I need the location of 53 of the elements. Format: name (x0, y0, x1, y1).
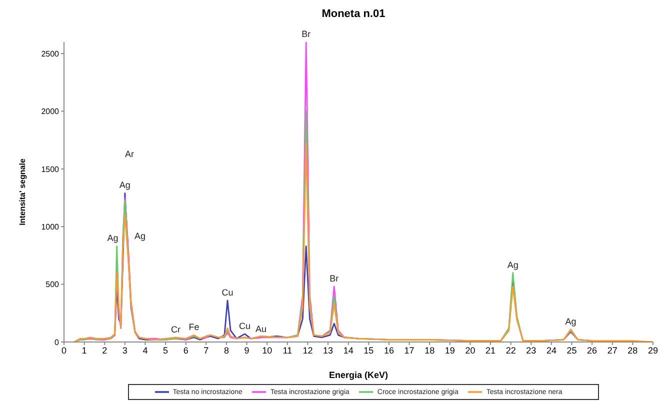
x-tick-label: 20 (465, 345, 476, 356)
x-tick-label: 21 (486, 345, 496, 356)
annotation: Cu (222, 287, 234, 298)
x-tick-label: 29 (648, 345, 658, 356)
y-tick-label: 1000 (41, 222, 60, 232)
chart-title: Moneta n.01 (320, 8, 386, 20)
annotation: Au (256, 324, 267, 334)
x-tick-label: 5 (163, 345, 168, 356)
x-tick-label: 8 (224, 345, 229, 356)
annotation: Ar (125, 149, 134, 159)
y-tick-label: 2500 (41, 49, 60, 58)
x-tick-label: 18 (424, 345, 435, 356)
annotation: Fe (188, 322, 200, 332)
x-tick-label: 19 (444, 345, 455, 356)
x-tick-label: 16 (384, 345, 394, 356)
y-tick-label: 2000 (41, 107, 60, 116)
annotation: Br (330, 274, 339, 284)
annotation: Ag (119, 180, 130, 190)
annotation: Ag (107, 233, 118, 244)
x-tick-label: 28 (628, 345, 638, 356)
x-axis-title: Energia (KeV) (328, 370, 388, 380)
x-tick-label: 17 (404, 345, 414, 356)
x-tick-label: 4 (142, 345, 148, 356)
y-tick-label: 1500 (41, 164, 60, 174)
annotation: Br (302, 29, 311, 39)
x-tick-label: 7 (204, 345, 209, 356)
y-tick-label: 0 (54, 338, 60, 347)
x-tick-label: 24 (546, 345, 556, 356)
x-tick-label: 12 (302, 345, 313, 356)
annotation: Cu (239, 320, 251, 331)
x-tick-label: 25 (566, 345, 577, 356)
x-tick-label: 3 (122, 345, 128, 356)
x-tick-label: 2 (102, 345, 108, 356)
x-tick-label: 0 (61, 345, 67, 356)
x-tick-label: 27 (607, 345, 618, 356)
annotation: Ag (565, 316, 576, 326)
x-tick-label: 6 (183, 345, 188, 356)
annotation: Cr (170, 324, 180, 334)
x-tick-label: 23 (526, 345, 536, 356)
x-tick-label: 10 (262, 345, 272, 356)
annotation: Ag (507, 260, 518, 270)
annotation: Ag (134, 230, 146, 241)
x-tick-label: 13 (323, 345, 334, 356)
x-tick-label: 9 (244, 345, 250, 356)
x-tick-label: 22 (506, 345, 516, 356)
x-tick-label: 11 (282, 345, 292, 356)
x-tick-label: 1 (82, 345, 87, 356)
x-tick-label: 15 (364, 345, 374, 356)
y-tick-label: 500 (46, 280, 60, 290)
x-tick-label: 26 (587, 345, 598, 356)
line-series (73, 142, 653, 342)
x-tick-label: 14 (343, 345, 354, 356)
y-axis-title: Intensita' segnale (18, 158, 27, 226)
